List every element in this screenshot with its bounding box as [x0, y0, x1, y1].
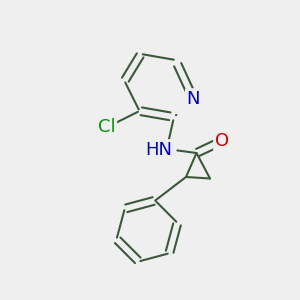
Text: HN: HN [146, 141, 172, 159]
Text: O: O [215, 132, 229, 150]
Text: N: N [187, 90, 200, 108]
Text: Cl: Cl [98, 118, 115, 136]
